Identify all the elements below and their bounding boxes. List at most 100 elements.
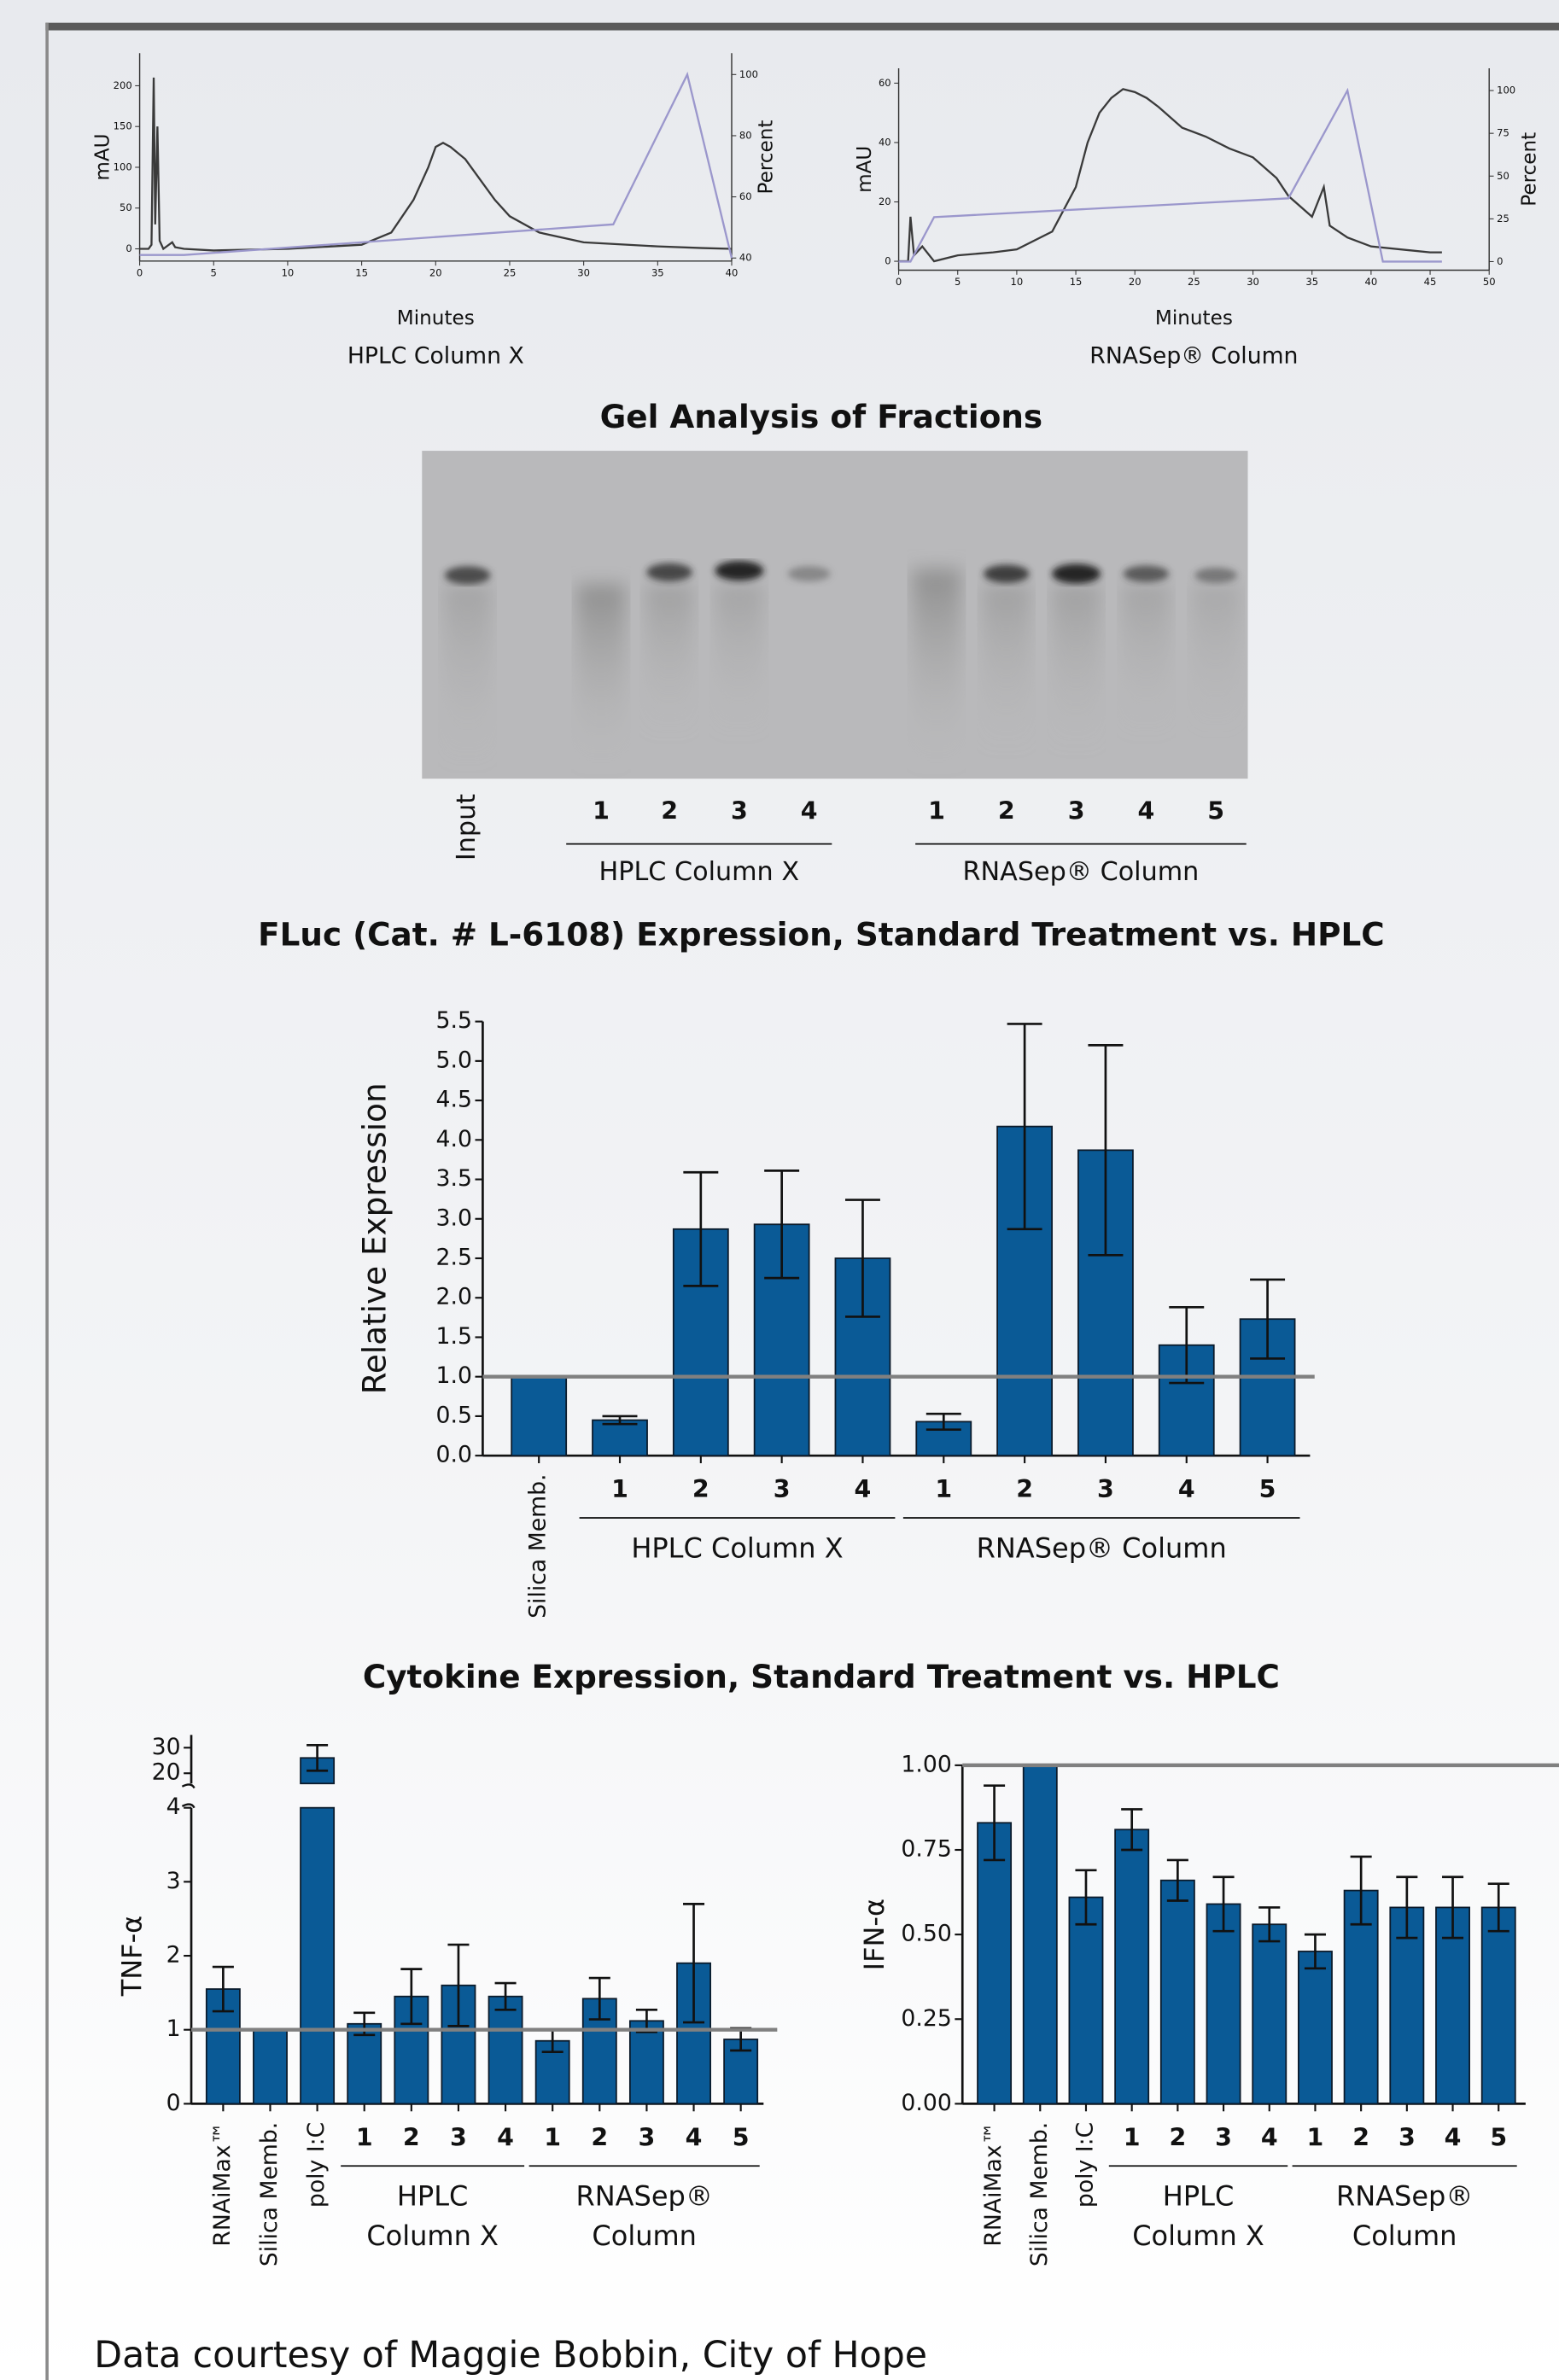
- bar: [511, 1375, 568, 1457]
- bar: [1068, 1896, 1104, 2105]
- x-axis-label: Minutes: [1155, 307, 1233, 330]
- gel-image: [422, 451, 1248, 779]
- group-label: HPLC Column X: [631, 1531, 843, 1564]
- bar: [1022, 1764, 1058, 2105]
- x-tick-label: 1: [356, 2123, 373, 2151]
- x-tick-label: 1: [544, 2123, 561, 2151]
- y2-tick-label: 60: [739, 190, 752, 202]
- x-tick-label: 1: [1124, 2123, 1141, 2151]
- x-tick-label: 40: [726, 267, 739, 279]
- y-tick-label: 3.0: [436, 1205, 472, 1231]
- bar: [592, 1419, 648, 1457]
- y-tick-label: 40: [879, 136, 891, 148]
- y-tick-label: 1.00: [901, 1751, 951, 1777]
- error-bar: [1250, 1278, 1286, 1360]
- y2-tick-label: 80: [739, 129, 752, 141]
- group-label: Column X: [366, 2220, 499, 2252]
- error-bar: [588, 1976, 610, 2021]
- x-tick-label: 4: [1178, 1475, 1195, 1503]
- error-bar: [1350, 1855, 1372, 1926]
- x-tick-label: 5: [211, 267, 217, 279]
- group-label: RNASep® Column: [963, 857, 1200, 887]
- group-label: Column: [592, 2220, 697, 2252]
- x-tick-label: 5: [955, 276, 961, 288]
- y-tick-label: 5.0: [436, 1047, 472, 1073]
- x-tick-label: 45: [1424, 276, 1437, 288]
- error-bar: [212, 1965, 234, 2013]
- bar: [1298, 1951, 1333, 2105]
- x-tick-label: 35: [1305, 276, 1318, 288]
- x-tick-label: 35: [651, 267, 664, 279]
- error-bar: [400, 1968, 423, 2026]
- y-tick-label: 20: [879, 195, 891, 207]
- x-tick-label: 3: [1215, 2123, 1232, 2151]
- cytokine-title: Cytokine Expression, Standard Treatment …: [363, 1658, 1280, 1695]
- error-bar: [764, 1170, 800, 1280]
- error-bar: [447, 1943, 470, 2027]
- y2-tick-label: 40: [739, 252, 752, 264]
- y-axis-label: Relative Expression: [355, 1082, 393, 1394]
- x-tick-label: 3: [450, 2123, 467, 2151]
- y-tick-label: 1.0: [436, 1362, 472, 1389]
- error-bar: [307, 1743, 329, 1772]
- lane-label: 3: [1068, 796, 1085, 825]
- error-bar: [984, 1784, 1006, 1862]
- x-tick-label: 4: [1261, 2123, 1278, 2151]
- x-tick-label: 5: [733, 2123, 750, 2151]
- x-tick-label: Silica Memb.: [525, 1473, 552, 1618]
- y2-tick-label: 100: [739, 68, 758, 80]
- group-label: HPLC Column X: [599, 857, 800, 887]
- group-label: RNASep®: [575, 2180, 712, 2213]
- group-label: HPLC: [397, 2180, 469, 2213]
- y-tick-label: 4.5: [436, 1087, 472, 1113]
- trace-line: [139, 77, 733, 252]
- x-tick-label: 3: [639, 2123, 656, 2151]
- y-tick-label: 0: [126, 242, 131, 254]
- chart-caption: RNASep® Column: [1089, 342, 1298, 369]
- bar: [1480, 1906, 1516, 2105]
- y-tick-label: 2.0: [436, 1284, 472, 1310]
- bar: [1389, 1906, 1425, 2105]
- x-tick-label: Silica Memb.: [256, 2122, 283, 2266]
- x-tick-label: 25: [504, 267, 517, 279]
- y-axis-label: IFN-α: [858, 1899, 890, 1970]
- y-tick-label: 0.25: [901, 2005, 951, 2032]
- error-bar: [1169, 1306, 1205, 1385]
- x-tick-label: 0: [137, 267, 143, 279]
- x-tick-label: 15: [355, 267, 368, 279]
- lane-label: 3: [731, 796, 748, 825]
- y-tick-label: 150: [114, 120, 132, 132]
- lane-label: 1: [593, 796, 610, 825]
- error-bar: [494, 1981, 517, 2011]
- lane-label: 5: [1207, 796, 1224, 825]
- y-tick-label: 0.75: [901, 1836, 951, 1863]
- bar: [253, 2028, 288, 2105]
- y-tick-label: 50: [120, 201, 132, 213]
- y-tick-label: 1: [166, 2015, 181, 2042]
- x-tick-label: 2: [1016, 1475, 1033, 1503]
- x-tick-label: poly I:C: [303, 2122, 330, 2208]
- x-tick-label: 25: [1188, 276, 1200, 288]
- error-bar: [844, 1199, 880, 1318]
- group-label: RNASep®: [1336, 2180, 1473, 2213]
- x-tick-label: 4: [1445, 2123, 1462, 2151]
- y-tick-label: 5.5: [436, 1007, 472, 1034]
- error-bar: [1166, 1858, 1188, 1902]
- x-tick-label: 4: [497, 2123, 514, 2151]
- left-border: [45, 22, 49, 2380]
- y-tick-label: 0.50: [901, 1921, 951, 1947]
- group-label: Column X: [1132, 2220, 1264, 2252]
- x-tick-label: 50: [1483, 276, 1496, 288]
- gel-title: Gel Analysis of Fractions: [600, 398, 1043, 435]
- error-bar: [1088, 1044, 1124, 1257]
- y-tick-label: 60: [879, 77, 891, 89]
- x-tick-label: 10: [1011, 276, 1024, 288]
- x-tick-label: 0: [896, 276, 902, 288]
- x-tick-label: 30: [1247, 276, 1259, 288]
- y2-tick-label: 50: [1497, 170, 1509, 182]
- y-tick-label: 100: [114, 160, 132, 172]
- bar: [300, 1806, 336, 2105]
- lane-label: Input: [452, 794, 482, 860]
- group-label: HPLC: [1163, 2180, 1235, 2213]
- y-tick-label: 0.0: [436, 1442, 472, 1468]
